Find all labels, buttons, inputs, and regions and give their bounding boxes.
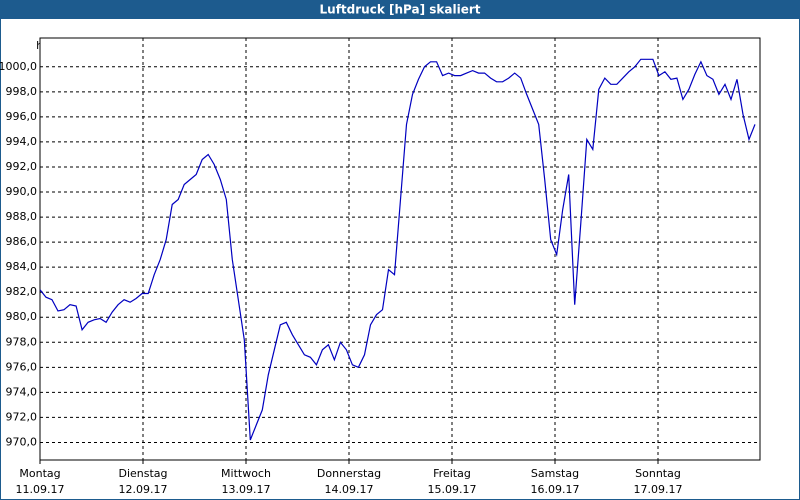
- title-bar: [0, 0, 800, 19]
- y-tick-label: 978,0: [6, 335, 38, 348]
- x-tick-date: 16.09.17: [531, 483, 580, 496]
- x-tick-date: 14.09.17: [325, 483, 374, 496]
- y-tick-label: 990,0: [6, 185, 38, 198]
- x-tick-day: Montag: [19, 467, 60, 480]
- y-tick-label: 970,0: [6, 435, 38, 448]
- x-tick-date: 11.09.17: [16, 483, 65, 496]
- y-tick-label: 1000,0: [0, 60, 37, 73]
- y-tick-label: 972,0: [6, 410, 38, 423]
- plot-area: [39, 37, 761, 461]
- x-tick-day: Donnerstag: [317, 467, 381, 480]
- x-tick-day: Mittwoch: [221, 467, 271, 480]
- y-tick-label: 986,0: [6, 235, 38, 248]
- y-tick-label: 976,0: [6, 360, 38, 373]
- x-tick-day: Sonntag: [635, 467, 681, 480]
- x-tick-date: 15.09.17: [428, 483, 477, 496]
- y-tick-label: 996,0: [6, 110, 38, 123]
- chart-title: Luftdruck [hPa] skaliert: [320, 3, 481, 17]
- x-tick-day: Samstag: [531, 467, 579, 480]
- line-series: [39, 58, 756, 441]
- y-tick-label: 980,0: [6, 310, 38, 323]
- x-tick-day: Freitag: [433, 467, 471, 480]
- y-tick-label: 984,0: [6, 260, 38, 273]
- x-tick-date: 12.09.17: [119, 483, 168, 496]
- x-tick-day: Dienstag: [118, 467, 167, 480]
- x-tick-date: 17.09.17: [634, 483, 683, 496]
- x-tick-date: 13.09.17: [222, 483, 271, 496]
- y-tick-label: 982,0: [6, 285, 38, 298]
- y-tick-label: 974,0: [6, 385, 38, 398]
- y-tick-label: 994,0: [6, 135, 38, 148]
- y-tick-label: 988,0: [6, 210, 38, 223]
- y-tick-label: 998,0: [6, 85, 38, 98]
- y-tick-label: 992,0: [6, 160, 38, 173]
